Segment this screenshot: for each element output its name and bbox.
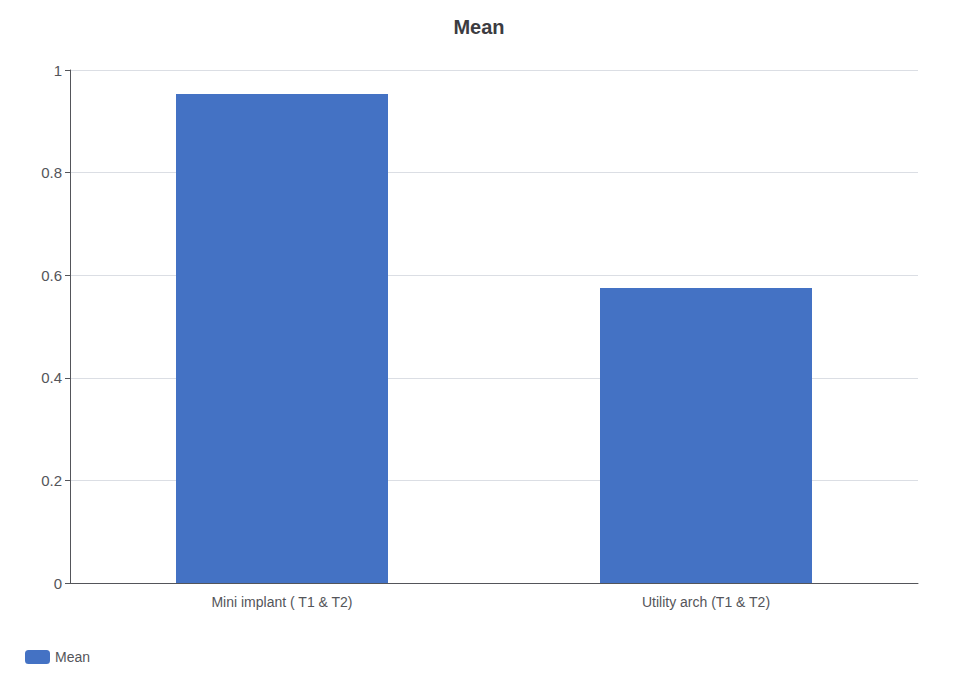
svg-text:0.6: 0.6: [41, 267, 62, 284]
svg-text:0.2: 0.2: [41, 472, 62, 489]
svg-text:Mini implant ( T1 & T2): Mini implant ( T1 & T2): [211, 594, 352, 610]
svg-text:1: 1: [54, 62, 62, 79]
svg-text:0: 0: [54, 575, 62, 592]
svg-text:Mean: Mean: [453, 16, 504, 38]
svg-text:Utility arch (T1 & T2): Utility arch (T1 & T2): [642, 594, 770, 610]
svg-text:0.8: 0.8: [41, 164, 62, 181]
svg-text:0.4: 0.4: [41, 369, 62, 386]
svg-text:Mean: Mean: [55, 649, 90, 665]
